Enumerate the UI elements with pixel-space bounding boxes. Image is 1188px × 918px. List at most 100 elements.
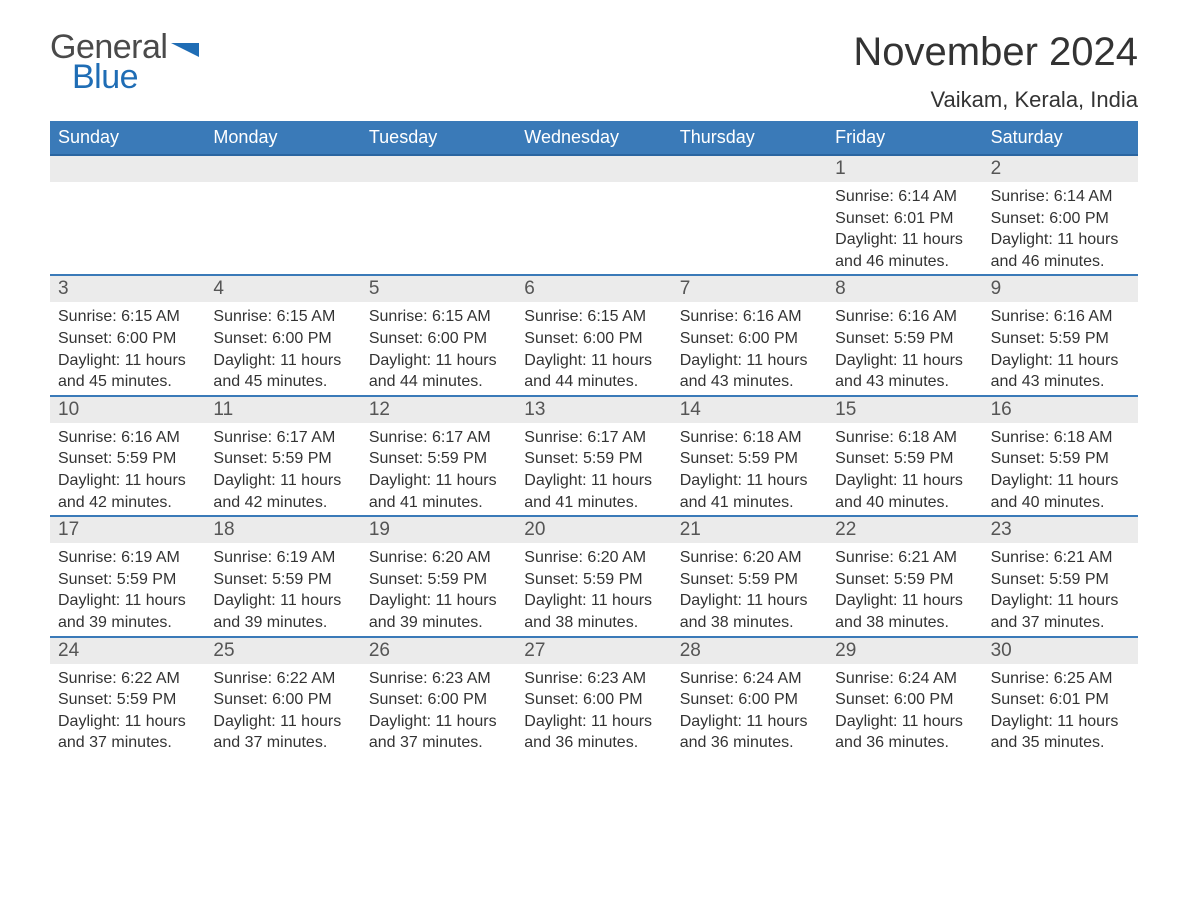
sunrise-line: Sunrise: 6:20 AM <box>524 547 665 569</box>
sunset-line: Sunset: 5:59 PM <box>991 328 1132 350</box>
daylight-line: Daylight: 11 hours and 40 minutes. <box>991 470 1132 513</box>
day-number: 16 <box>983 397 1138 423</box>
day-number: 8 <box>827 276 982 302</box>
sunset-line: Sunset: 6:00 PM <box>369 689 510 711</box>
daylight-line: Daylight: 11 hours and 45 minutes. <box>58 350 199 393</box>
sunset-line: Sunset: 5:59 PM <box>58 448 199 470</box>
sunrise-line: Sunrise: 6:19 AM <box>213 547 354 569</box>
day-cell: Sunrise: 6:20 AMSunset: 5:59 PMDaylight:… <box>361 543 516 635</box>
sunrise-line: Sunrise: 6:21 AM <box>991 547 1132 569</box>
day-cell <box>50 182 205 274</box>
daynum-bar: 17181920212223 <box>50 517 1138 543</box>
sunrise-line: Sunrise: 6:15 AM <box>58 306 199 328</box>
day-number: 13 <box>516 397 671 423</box>
day-cell: Sunrise: 6:17 AMSunset: 5:59 PMDaylight:… <box>205 423 360 515</box>
daynum-bar: 12 <box>50 156 1138 182</box>
daylight-line: Daylight: 11 hours and 36 minutes. <box>835 711 976 754</box>
daylight-line: Daylight: 11 hours and 45 minutes. <box>213 350 354 393</box>
day-cell: Sunrise: 6:20 AMSunset: 5:59 PMDaylight:… <box>516 543 671 635</box>
daylight-line: Daylight: 11 hours and 44 minutes. <box>524 350 665 393</box>
dayheader: Tuesday <box>361 121 516 154</box>
daylight-line: Daylight: 11 hours and 35 minutes. <box>991 711 1132 754</box>
dayheader-row: SundayMondayTuesdayWednesdayThursdayFrid… <box>50 121 1138 156</box>
daylight-line: Daylight: 11 hours and 38 minutes. <box>524 590 665 633</box>
day-cell: Sunrise: 6:16 AMSunset: 5:59 PMDaylight:… <box>50 423 205 515</box>
day-cell: Sunrise: 6:24 AMSunset: 6:00 PMDaylight:… <box>827 664 982 756</box>
day-number: 24 <box>50 638 205 664</box>
week-body: Sunrise: 6:14 AMSunset: 6:01 PMDaylight:… <box>50 182 1138 274</box>
sunset-line: Sunset: 6:00 PM <box>58 328 199 350</box>
daylight-line: Daylight: 11 hours and 42 minutes. <box>58 470 199 513</box>
daylight-line: Daylight: 11 hours and 43 minutes. <box>680 350 821 393</box>
day-cell: Sunrise: 6:21 AMSunset: 5:59 PMDaylight:… <box>827 543 982 635</box>
day-cell: Sunrise: 6:16 AMSunset: 5:59 PMDaylight:… <box>827 302 982 394</box>
day-number <box>516 156 671 182</box>
sunrise-line: Sunrise: 6:24 AM <box>680 668 821 690</box>
daylight-line: Daylight: 11 hours and 46 minutes. <box>991 229 1132 272</box>
sunrise-line: Sunrise: 6:14 AM <box>835 186 976 208</box>
sunrise-line: Sunrise: 6:15 AM <box>524 306 665 328</box>
sunset-line: Sunset: 5:59 PM <box>680 569 821 591</box>
sunset-line: Sunset: 5:59 PM <box>680 448 821 470</box>
sunrise-line: Sunrise: 6:16 AM <box>991 306 1132 328</box>
week-body: Sunrise: 6:19 AMSunset: 5:59 PMDaylight:… <box>50 543 1138 635</box>
day-number: 27 <box>516 638 671 664</box>
dayheader: Monday <box>205 121 360 154</box>
day-cell: Sunrise: 6:18 AMSunset: 5:59 PMDaylight:… <box>672 423 827 515</box>
month-title: November 2024 <box>853 30 1138 75</box>
day-cell: Sunrise: 6:15 AMSunset: 6:00 PMDaylight:… <box>516 302 671 394</box>
day-cell: Sunrise: 6:20 AMSunset: 5:59 PMDaylight:… <box>672 543 827 635</box>
day-number: 22 <box>827 517 982 543</box>
week-body: Sunrise: 6:16 AMSunset: 5:59 PMDaylight:… <box>50 423 1138 515</box>
day-cell: Sunrise: 6:15 AMSunset: 6:00 PMDaylight:… <box>50 302 205 394</box>
daylight-line: Daylight: 11 hours and 39 minutes. <box>369 590 510 633</box>
day-number: 26 <box>361 638 516 664</box>
daynum-bar: 3456789 <box>50 276 1138 302</box>
daylight-line: Daylight: 11 hours and 36 minutes. <box>680 711 821 754</box>
dayheader: Friday <box>827 121 982 154</box>
sunrise-line: Sunrise: 6:18 AM <box>991 427 1132 449</box>
day-number <box>50 156 205 182</box>
daylight-line: Daylight: 11 hours and 37 minutes. <box>213 711 354 754</box>
day-number: 25 <box>205 638 360 664</box>
day-number: 5 <box>361 276 516 302</box>
sunrise-line: Sunrise: 6:16 AM <box>835 306 976 328</box>
day-cell: Sunrise: 6:14 AMSunset: 6:00 PMDaylight:… <box>983 182 1138 274</box>
sunset-line: Sunset: 6:00 PM <box>213 328 354 350</box>
day-cell: Sunrise: 6:25 AMSunset: 6:01 PMDaylight:… <box>983 664 1138 756</box>
day-cell: Sunrise: 6:22 AMSunset: 6:00 PMDaylight:… <box>205 664 360 756</box>
day-cell <box>361 182 516 274</box>
day-number: 14 <box>672 397 827 423</box>
sunrise-line: Sunrise: 6:16 AM <box>58 427 199 449</box>
dayheader: Saturday <box>983 121 1138 154</box>
daylight-line: Daylight: 11 hours and 39 minutes. <box>213 590 354 633</box>
daylight-line: Daylight: 11 hours and 38 minutes. <box>835 590 976 633</box>
day-cell: Sunrise: 6:19 AMSunset: 5:59 PMDaylight:… <box>50 543 205 635</box>
week-body: Sunrise: 6:22 AMSunset: 5:59 PMDaylight:… <box>50 664 1138 756</box>
day-number: 3 <box>50 276 205 302</box>
day-cell: Sunrise: 6:22 AMSunset: 5:59 PMDaylight:… <box>50 664 205 756</box>
sunset-line: Sunset: 6:00 PM <box>213 689 354 711</box>
day-number: 17 <box>50 517 205 543</box>
sunset-line: Sunset: 5:59 PM <box>835 569 976 591</box>
daylight-line: Daylight: 11 hours and 38 minutes. <box>680 590 821 633</box>
daylight-line: Daylight: 11 hours and 41 minutes. <box>680 470 821 513</box>
sunset-line: Sunset: 5:59 PM <box>835 328 976 350</box>
daylight-line: Daylight: 11 hours and 36 minutes. <box>524 711 665 754</box>
sunset-line: Sunset: 5:59 PM <box>213 448 354 470</box>
day-cell: Sunrise: 6:15 AMSunset: 6:00 PMDaylight:… <box>205 302 360 394</box>
brand-part2: Blue <box>72 60 199 94</box>
sunrise-line: Sunrise: 6:14 AM <box>991 186 1132 208</box>
sunset-line: Sunset: 6:00 PM <box>835 689 976 711</box>
daylight-line: Daylight: 11 hours and 39 minutes. <box>58 590 199 633</box>
sunset-line: Sunset: 5:59 PM <box>991 569 1132 591</box>
sunrise-line: Sunrise: 6:18 AM <box>835 427 976 449</box>
daylight-line: Daylight: 11 hours and 43 minutes. <box>991 350 1132 393</box>
daylight-line: Daylight: 11 hours and 41 minutes. <box>369 470 510 513</box>
day-cell <box>516 182 671 274</box>
sunset-line: Sunset: 6:00 PM <box>524 689 665 711</box>
sunset-line: Sunset: 5:59 PM <box>58 569 199 591</box>
day-number: 15 <box>827 397 982 423</box>
sunset-line: Sunset: 6:00 PM <box>369 328 510 350</box>
sunrise-line: Sunrise: 6:19 AM <box>58 547 199 569</box>
